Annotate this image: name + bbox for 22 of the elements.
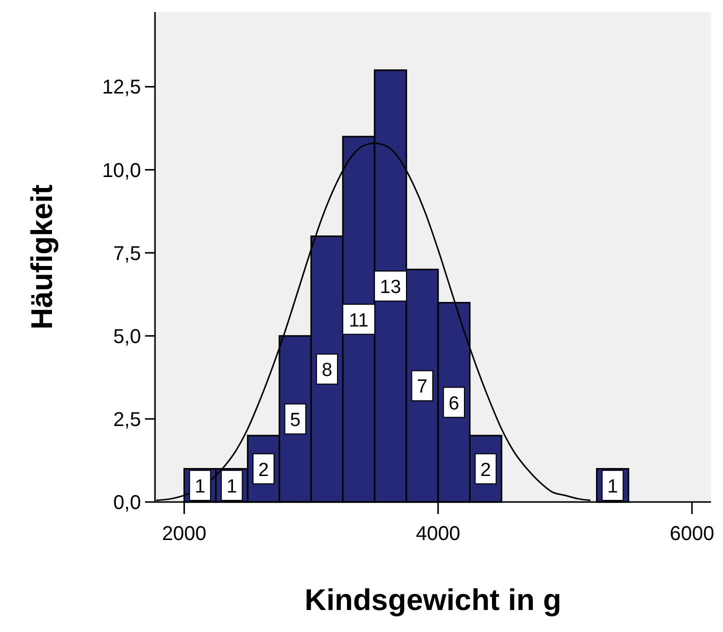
- y-axis-title: Häufigkeit: [26, 184, 59, 330]
- data-label: 7: [416, 376, 428, 398]
- y-tick-label: 10,0: [102, 160, 141, 182]
- data-label: 2: [480, 460, 491, 481]
- x-axis-title: Kindsgewicht in g: [304, 584, 562, 617]
- data-label: 1: [194, 476, 206, 498]
- data-label: 11: [348, 310, 369, 332]
- data-label: 1: [226, 476, 238, 498]
- data-label: 5: [290, 410, 301, 431]
- y-tick-label: 12,5: [102, 76, 141, 99]
- x-tick-label: 6000: [670, 523, 714, 545]
- data-label: 2: [258, 460, 269, 481]
- data-label: 13: [380, 277, 402, 298]
- y-tick-label: 0,0: [113, 492, 141, 514]
- x-tick-label: 2000: [162, 523, 206, 545]
- data-label: 6: [448, 393, 460, 414]
- data-label: 8: [322, 360, 332, 382]
- data-label: 1: [607, 476, 618, 498]
- y-tick-label: 2,5: [113, 408, 141, 431]
- x-tick-label: 4000: [416, 523, 460, 545]
- y-tick-label: 7,5: [113, 242, 141, 265]
- y-tick-label: 5,0: [113, 326, 141, 348]
